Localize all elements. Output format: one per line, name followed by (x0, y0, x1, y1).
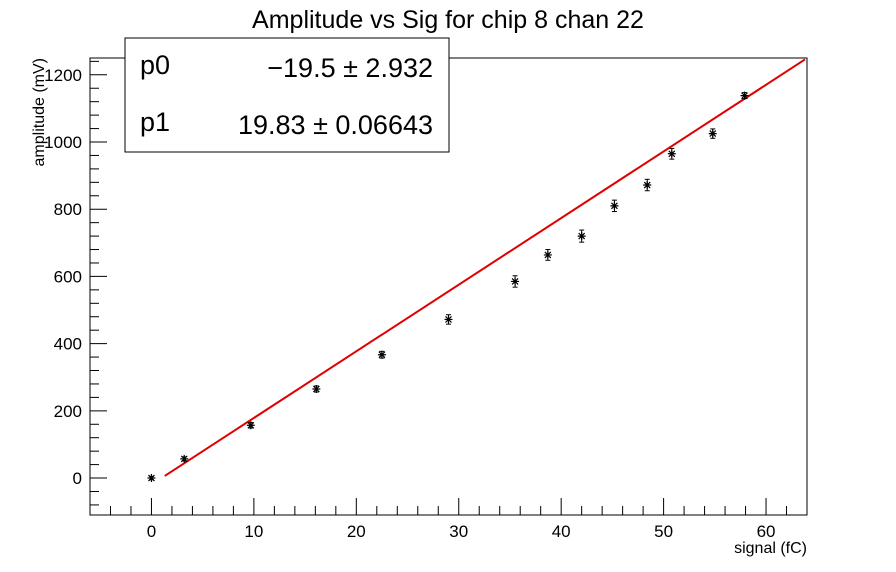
star-marker (444, 315, 453, 324)
x-tick-label: 0 (147, 522, 156, 541)
x-tick-label: 60 (757, 522, 776, 541)
star-marker (147, 474, 156, 483)
data-point (246, 421, 255, 430)
stat-value-p1-error: 0.06643 (335, 110, 433, 140)
data-point (577, 229, 586, 243)
data-point (312, 384, 321, 393)
y-tick-label: 400 (54, 335, 82, 354)
fit-line (164, 58, 806, 477)
star-marker (543, 250, 552, 259)
stat-value-p0-mean: −19.5 (267, 53, 335, 83)
star-marker (577, 232, 586, 241)
data-point (180, 454, 189, 463)
x-tick-label: 20 (347, 522, 366, 541)
star-marker (312, 384, 321, 393)
data-point (377, 350, 386, 359)
stat-plusminus-p1: ± (306, 110, 336, 140)
stat-value-p0: −19.5 ± 2.932 (267, 53, 433, 83)
stats-box-frame (124, 37, 450, 153)
x-tick-label: 10 (244, 522, 263, 541)
data-point (511, 275, 520, 288)
data-point (708, 128, 717, 139)
y-tick-label: 200 (54, 402, 82, 421)
x-tick-label: 40 (552, 522, 571, 541)
data-points (147, 91, 749, 483)
data-point (444, 314, 453, 325)
star-marker (708, 129, 717, 138)
stat-value-p1-mean: 19.83 (238, 110, 306, 140)
fit-line-group (164, 58, 806, 477)
stat-plusminus-p0: ± (336, 53, 366, 83)
star-marker (246, 421, 255, 430)
star-marker (610, 201, 619, 210)
data-point (643, 178, 652, 192)
y-axis-title: amplitude (mV) (31, 58, 48, 166)
data-point (147, 474, 156, 483)
fit-stats-box: p0 −19.5 ± 2.932 p1 19.83 ± 0.06643 (124, 37, 450, 153)
star-marker (643, 181, 652, 190)
star-marker (377, 350, 386, 359)
data-point (740, 91, 749, 100)
data-point (610, 199, 619, 213)
star-marker (180, 454, 189, 463)
y-tick-label: 1200 (44, 66, 82, 85)
y-tick-label: 600 (54, 267, 82, 286)
y-tick-label: 1000 (44, 133, 82, 152)
star-marker (511, 277, 520, 286)
y-tick-label: 0 (73, 469, 82, 488)
x-tick-label: 30 (449, 522, 468, 541)
data-point (543, 249, 552, 261)
stat-name-p1: p1 (140, 107, 170, 137)
star-marker (740, 91, 749, 100)
star-marker (667, 149, 676, 158)
y-tick-label: 800 (54, 200, 82, 219)
x-axis-title: signal (fC) (734, 540, 807, 557)
x-tick-label: 50 (654, 522, 673, 541)
chart-title: Amplitude vs Sig for chip 8 chan 22 (252, 6, 644, 34)
stat-name-p0: p0 (140, 50, 170, 80)
stat-value-p0-error: 2.932 (365, 53, 433, 83)
data-point (667, 147, 676, 160)
stat-value-p1: 19.83 ± 0.06643 (238, 110, 433, 140)
